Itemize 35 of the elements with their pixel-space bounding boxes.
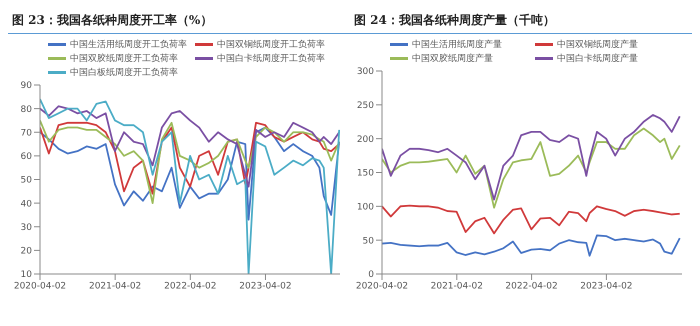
chart-title: 图 23：我国各纸种周度开工率（%） [8,8,350,34]
y-tick-label: 0 [368,270,374,280]
y-tick-label: 300 [356,67,374,78]
x-tick-label: 2023-04-02 [580,281,633,292]
x-tick-label: 2020-04-02 [356,281,408,292]
y-tick-label: 30 [20,222,32,233]
legend-label: 中国白板纸周度开工负荷率 [70,66,178,79]
legend-label: 中国双胶纸周度开工负荷率 [70,52,178,65]
y-tick-label: 50 [362,236,374,246]
legend-label: 中国双铜纸周度产量 [557,38,638,51]
y-tick-label: 40 [20,199,32,210]
y-tick-label: 100 [356,202,374,213]
x-tick-label: 2020-04-02 [14,281,66,292]
y-tick-label: 10 [20,270,32,280]
y-tick-label: 150 [356,168,374,179]
legend-label: 中国双铜纸周度开工负荷率 [217,38,325,51]
legend-label: 中国白卡纸周度开工负荷率 [217,52,325,65]
y-tick-label: 20 [20,246,32,257]
y-tick-label: 50 [20,176,32,186]
y-tick-label: 60 [20,152,32,162]
x-tick-label: 2023-04-02 [239,281,292,292]
x-tick-label: 2021-04-02 [89,281,142,292]
y-tick-label: 90 [20,81,32,92]
x-tick-label: 2022-04-02 [164,281,216,292]
legend-label: 中国白卡纸周度产量 [557,52,638,65]
y-tick-label: 250 [356,101,374,112]
y-tick-label: 200 [356,134,374,145]
legend-label: 中国生活用纸周度产量 [412,38,502,51]
legend-label: 中国生活用纸周度开工负荷率 [70,38,187,51]
x-tick-label: 2022-04-02 [505,281,558,292]
x-tick-label: 2021-04-02 [430,281,483,292]
legend-label: 中国双胶纸周度产量 [412,52,493,65]
y-tick-label: 80 [20,104,32,115]
y-tick-label: 70 [20,128,32,138]
chart-title: 图 24：我国各纸种周度产量（千吨） [350,8,692,34]
